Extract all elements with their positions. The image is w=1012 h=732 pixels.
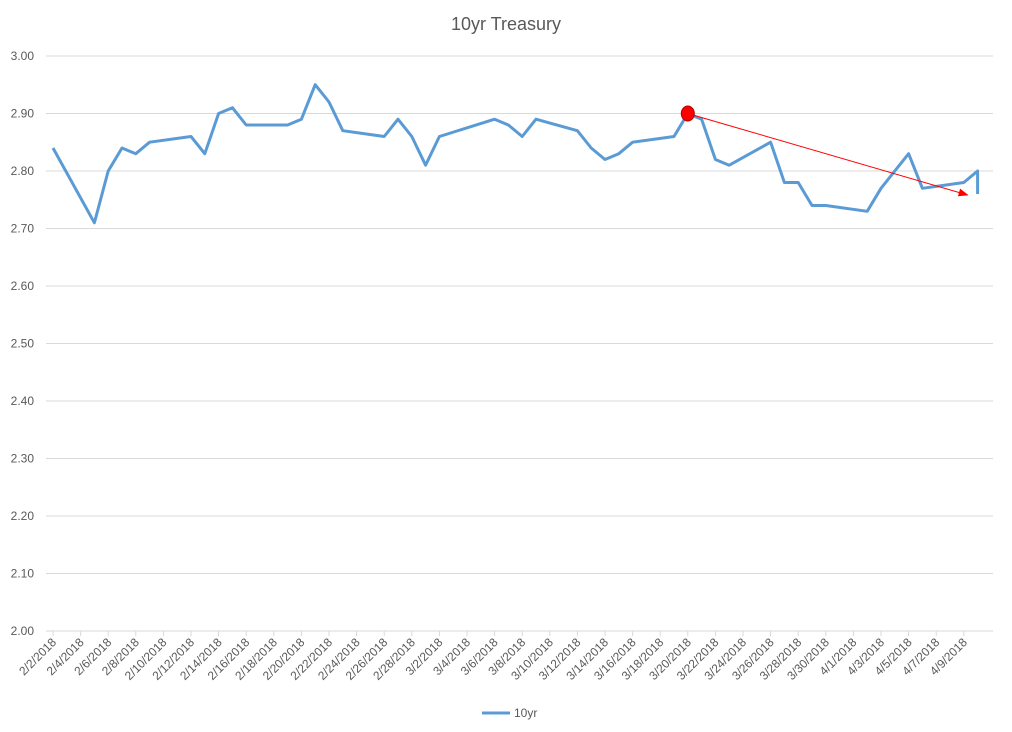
- y-tick-label: 2.60: [11, 279, 35, 293]
- legend-label-10yr: 10yr: [514, 706, 537, 720]
- y-tick-label: 2.50: [11, 337, 35, 351]
- y-tick-label: 2.90: [11, 107, 35, 121]
- chart-title: 10yr Treasury: [450, 14, 562, 34]
- y-tick-label: 2.30: [11, 452, 35, 466]
- y-tick-label: 2.00: [11, 624, 35, 638]
- trend-arrow: [687, 113, 969, 197]
- y-tick-label: 2.40: [11, 394, 35, 408]
- y-tick-label: 2.10: [11, 567, 35, 581]
- y-tick-label: 2.80: [11, 164, 35, 178]
- y-tick-label: 2.70: [11, 222, 35, 236]
- highlight-marker: [680, 105, 695, 122]
- y-tick-label: 2.20: [11, 509, 35, 523]
- y-tick-label: 3.00: [11, 49, 35, 63]
- series-line-10yr: [51, 83, 980, 225]
